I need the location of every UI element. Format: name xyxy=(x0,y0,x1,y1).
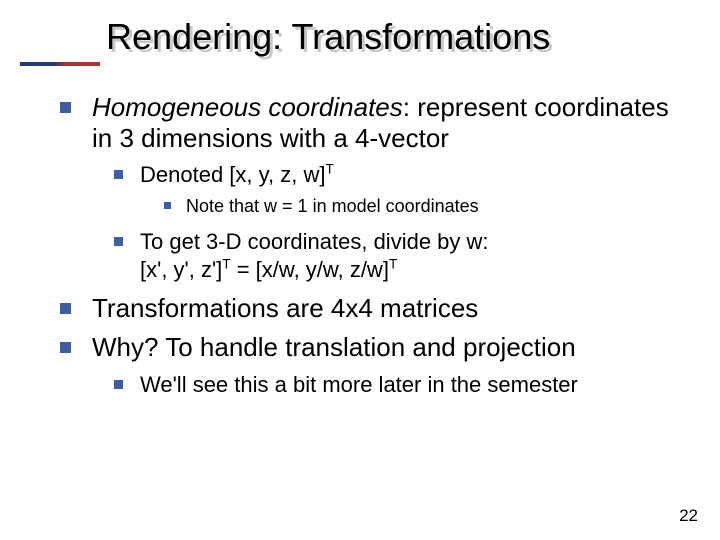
title-underline xyxy=(20,62,700,66)
bullet-1-2-line2-pre: [x', y', z'] xyxy=(140,257,222,282)
bullet-1-2-sup2: T xyxy=(389,256,397,271)
bullet-3-text: Why? To handle translation and projectio… xyxy=(92,332,576,362)
page-number: 22 xyxy=(679,506,698,526)
bullet-1-2-sup1: T xyxy=(222,256,230,271)
bullet-1-1-1: Note that w = 1 in model coordinates xyxy=(162,195,682,218)
bullet-1-2-line2-mid: = [x/w, y/w, z/w] xyxy=(231,257,389,282)
bullet-3-1-text: We'll see this a bit more later in the s… xyxy=(140,372,578,397)
bullet-1-1-text: Denoted [x, y, z, w] xyxy=(140,162,325,187)
bullet-1-1-1-text: Note that w = 1 in model coordinates xyxy=(186,196,479,216)
bullet-1-2: To get 3-D coordinates, divide by w: [x'… xyxy=(110,228,682,283)
bullet-1-term: Homogeneous coordinates xyxy=(92,92,403,122)
bullet-1: Homogeneous coordinates: represent coord… xyxy=(56,92,682,283)
bullet-1-1-sup: T xyxy=(325,162,333,177)
bullet-2-text: Transformations are 4x4 matrices xyxy=(92,293,478,323)
bullet-list-lvl1: Homogeneous coordinates: represent coord… xyxy=(56,92,682,398)
bullet-1-2-line1: To get 3-D coordinates, divide by w: xyxy=(140,229,489,254)
slide: Rendering: Transformations Rendering: Tr… xyxy=(0,0,720,540)
content-area: Homogeneous coordinates: represent coord… xyxy=(0,68,720,398)
underline-gradient xyxy=(20,62,100,66)
bullet-3-children: We'll see this a bit more later in the s… xyxy=(110,371,682,399)
bullet-1-1-children: Note that w = 1 in model coordinates xyxy=(162,195,682,218)
page-title: Rendering: Transformations xyxy=(106,16,550,58)
title-bar: Rendering: Transformations Rendering: Tr… xyxy=(0,0,720,68)
bullet-3-1: We'll see this a bit more later in the s… xyxy=(110,371,682,399)
bullet-1-children: Denoted [x, y, z, w]T Note that w = 1 in… xyxy=(110,161,682,283)
bullet-1-1: Denoted [x, y, z, w]T Note that w = 1 in… xyxy=(110,161,682,218)
bullet-3: Why? To handle translation and projectio… xyxy=(56,332,682,398)
bullet-2: Transformations are 4x4 matrices xyxy=(56,293,682,324)
